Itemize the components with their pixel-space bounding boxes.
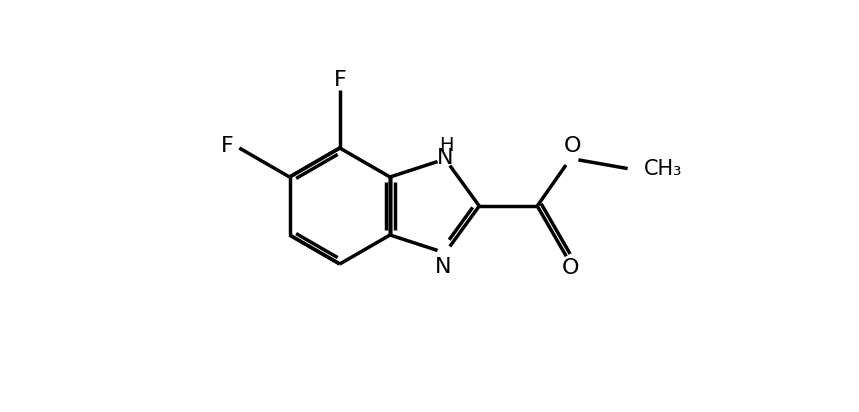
Text: O: O	[562, 258, 579, 278]
Text: N: N	[435, 257, 452, 277]
Text: F: F	[221, 136, 234, 156]
Text: O: O	[564, 136, 582, 157]
Text: CH₃: CH₃	[643, 159, 682, 178]
Text: H: H	[439, 136, 454, 154]
Text: N: N	[437, 148, 454, 168]
Text: F: F	[333, 70, 346, 90]
